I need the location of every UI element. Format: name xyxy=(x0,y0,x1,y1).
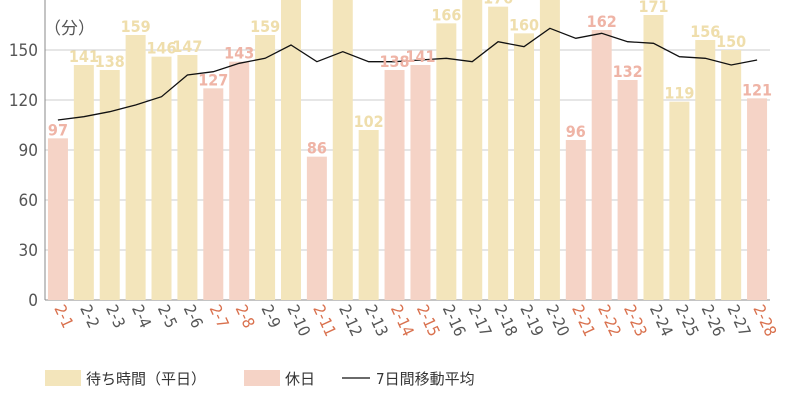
x-tick-label: 2-27 xyxy=(724,302,755,340)
bar xyxy=(306,156,327,300)
x-tick-label: 2-16 xyxy=(439,302,470,340)
y-tick-label: 150 xyxy=(9,41,38,61)
data-label: 138 xyxy=(380,52,410,71)
data-label: 156 xyxy=(690,22,720,41)
bar xyxy=(47,138,68,300)
bar xyxy=(488,6,509,301)
bar xyxy=(358,130,379,300)
bar xyxy=(177,55,198,300)
bar xyxy=(565,140,586,300)
bar xyxy=(280,0,301,301)
x-tick-label: 2-24 xyxy=(646,302,677,340)
data-label: 159 xyxy=(121,17,151,36)
legend-swatch-weekday xyxy=(45,370,81,386)
data-label: 150 xyxy=(716,32,746,51)
bar xyxy=(73,65,94,300)
bar xyxy=(462,0,483,301)
x-tick-label: 2-4 xyxy=(128,302,155,331)
x-tick-label: 2-7 xyxy=(206,302,233,331)
data-label: 160 xyxy=(509,15,539,34)
x-tick-label: 2-25 xyxy=(672,302,703,340)
x-tick-label: 2-12 xyxy=(335,302,366,340)
bar xyxy=(695,40,716,300)
x-tick-label: 2-18 xyxy=(490,302,521,340)
x-tick-label: 2-11 xyxy=(309,302,340,340)
bar xyxy=(151,56,172,300)
data-label: 141 xyxy=(69,47,99,66)
data-label: 146 xyxy=(146,39,176,58)
x-tick-label: 2-21 xyxy=(568,302,599,340)
data-label: 127 xyxy=(198,70,228,89)
data-label: 102 xyxy=(354,112,384,131)
data-label: 159 xyxy=(250,17,280,36)
y-tick-label: 30 xyxy=(19,241,38,261)
x-tick-label: 2-10 xyxy=(283,302,314,340)
x-tick-label: 2-22 xyxy=(594,302,625,340)
bar xyxy=(255,35,276,300)
bar xyxy=(643,15,664,300)
bar xyxy=(747,98,768,300)
data-label: 96 xyxy=(566,122,586,141)
data-labels: 9714113815914614712714315918586185102138… xyxy=(48,0,772,158)
x-tick-label: 2-19 xyxy=(516,302,547,340)
data-label: 171 xyxy=(638,0,668,16)
x-tick-label: 2-26 xyxy=(698,302,729,340)
x-tick-label: 2-3 xyxy=(102,302,129,331)
x-tick-label: 2-8 xyxy=(232,302,259,331)
bar xyxy=(539,0,560,301)
x-tick-label: 2-14 xyxy=(387,302,418,340)
x-tick-label: 2-15 xyxy=(413,302,444,340)
legend: 待ち時間（平日） 休日 7日間移動平均 xyxy=(45,370,475,388)
x-tick-label: 2-9 xyxy=(257,302,284,331)
bar xyxy=(203,88,224,300)
bar xyxy=(617,80,638,300)
moving-average-line xyxy=(57,27,758,121)
x-tick-label: 2-13 xyxy=(361,302,392,340)
bar xyxy=(591,30,612,300)
data-label: 97 xyxy=(48,120,68,139)
x-axis-ticks: 2-12-22-32-42-52-62-72-82-92-102-112-122… xyxy=(50,302,780,340)
bar xyxy=(514,33,535,300)
data-label: 121 xyxy=(742,80,772,99)
data-label: 119 xyxy=(664,84,694,103)
data-label: 86 xyxy=(307,139,327,158)
bar xyxy=(436,23,457,300)
data-label: 138 xyxy=(95,52,125,71)
bar xyxy=(332,0,353,301)
x-tick-label: 2-5 xyxy=(154,302,181,331)
unit-label: （分） xyxy=(44,19,95,39)
bar xyxy=(229,61,250,300)
bars xyxy=(47,0,768,301)
legend-moving-average: 7日間移動平均 xyxy=(376,370,475,388)
bar xyxy=(384,70,405,300)
y-tick-label: 120 xyxy=(9,91,38,111)
data-label: 166 xyxy=(431,5,461,24)
legend-weekday: 待ち時間（平日） xyxy=(86,370,206,388)
x-tick-label: 2-20 xyxy=(542,302,573,340)
x-tick-label: 2-1 xyxy=(50,302,77,331)
data-label: 141 xyxy=(405,47,435,66)
bar xyxy=(410,65,431,300)
data-label: 143 xyxy=(224,44,254,63)
data-label: 132 xyxy=(613,62,643,81)
y-axis-ticks: 0 30 60 90 120 150 xyxy=(9,41,38,311)
bar xyxy=(669,101,690,301)
x-tick-label: 2-17 xyxy=(465,302,496,340)
y-tick-label: 90 xyxy=(19,141,38,161)
y-tick-label: 60 xyxy=(19,191,38,211)
bar xyxy=(99,70,120,300)
legend-swatch-holiday xyxy=(244,370,280,386)
bar xyxy=(721,50,742,300)
x-tick-label: 2-6 xyxy=(180,302,207,331)
x-tick-label: 2-2 xyxy=(76,302,103,331)
data-label: 176 xyxy=(483,0,513,8)
x-tick-label: 2-28 xyxy=(749,302,780,340)
x-tick-label: 2-23 xyxy=(620,302,651,340)
data-label: 162 xyxy=(587,12,617,31)
bar xyxy=(125,35,146,300)
y-tick-label: 0 xyxy=(28,291,38,311)
legend-holiday: 休日 xyxy=(285,370,315,388)
data-label: 147 xyxy=(172,37,202,56)
